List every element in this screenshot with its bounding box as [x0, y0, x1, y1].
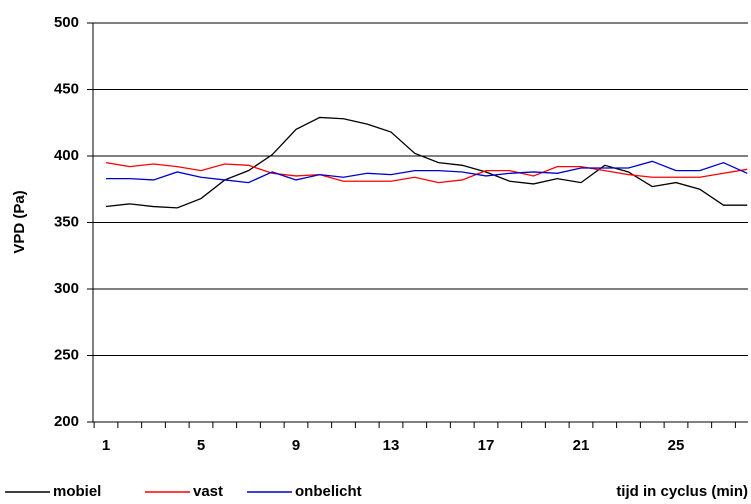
y-tick-label: 250 [54, 346, 79, 363]
x-axis-label: tijd in cyclus (min) [616, 483, 748, 500]
x-tick-label: 13 [383, 437, 400, 454]
legend-label: mobiel [53, 483, 101, 500]
legend-label: onbelicht [295, 483, 362, 500]
series-line [106, 160, 748, 184]
x-tick-label: 25 [668, 437, 685, 454]
x-tick-label: 5 [197, 437, 205, 454]
y-tick-label: 200 [54, 413, 79, 430]
x-tick-label: 21 [573, 437, 590, 454]
y-tick-label: 500 [54, 14, 79, 31]
y-axis-label: VPD (Pa) [11, 190, 28, 253]
y-tick-label: 400 [54, 147, 79, 164]
y-tick-label: 300 [54, 280, 79, 297]
x-tick-label: 9 [292, 437, 300, 454]
x-tick-label: 17 [478, 437, 495, 454]
x-tick-label: 1 [102, 437, 110, 454]
series-line [105, 162, 748, 184]
series-line [105, 116, 748, 209]
y-tick-label: 450 [54, 80, 79, 97]
legend-label: vast [193, 483, 223, 500]
y-tick-label: 350 [54, 213, 79, 230]
